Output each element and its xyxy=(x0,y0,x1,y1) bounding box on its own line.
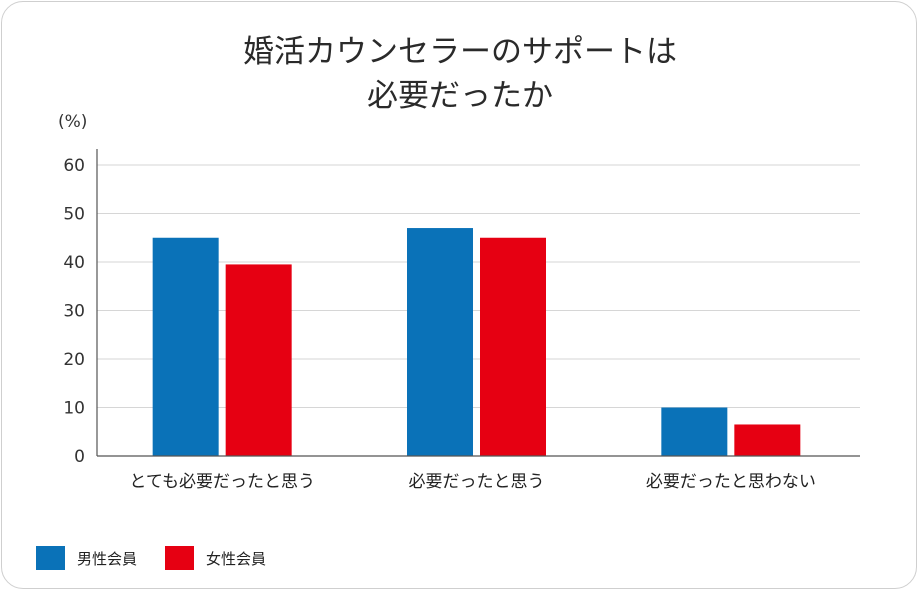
grid-lines xyxy=(97,164,860,408)
bar xyxy=(225,264,292,456)
y-axis-ticks: 0 10 20 30 40 50 60 xyxy=(63,156,85,467)
x-axis-ticks: とても必要だったと思う 必要だったと思う 必要だったと思わない xyxy=(129,472,815,492)
y-tick-label: 20 xyxy=(63,350,85,370)
y-tick-label: 30 xyxy=(63,302,85,322)
bar xyxy=(152,237,219,456)
bar xyxy=(407,228,473,456)
y-tick-label: 0 xyxy=(74,447,85,467)
y-tick-label: 40 xyxy=(63,253,85,273)
y-tick-label: 60 xyxy=(63,156,85,176)
legend-label-female: 女性会員 xyxy=(206,549,267,568)
x-tick-label: 必要だったと思う xyxy=(409,472,545,492)
y-tick-label: 10 xyxy=(63,399,85,419)
legend-swatch-male xyxy=(36,546,65,570)
legend-label-male: 男性会員 xyxy=(77,549,138,568)
bar xyxy=(734,424,801,456)
x-tick-label: 必要だったと思わない xyxy=(646,472,816,492)
legend-swatch-female xyxy=(165,546,195,570)
chart-title: 婚活カウンセラーのサポートは 必要だったか xyxy=(243,34,677,114)
legend: 男性会員 女性会員 xyxy=(36,546,294,570)
y-tick-label: 50 xyxy=(63,205,85,225)
legend-item-female: 女性会員 xyxy=(165,546,266,570)
legend-item-male: 男性会員 xyxy=(36,546,137,570)
bars xyxy=(152,228,801,456)
x-tick-label: とても必要だったと思う xyxy=(129,472,315,492)
bar xyxy=(480,237,546,456)
bar xyxy=(661,407,728,456)
y-axis-unit-label: (%) xyxy=(58,112,88,132)
